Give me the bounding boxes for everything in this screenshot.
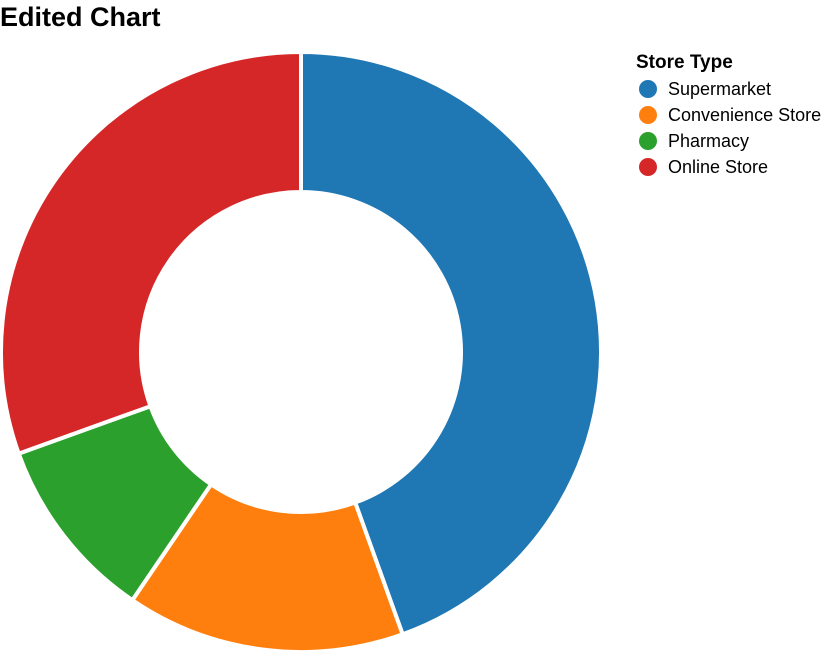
legend-item-online-store: Online Store (636, 154, 821, 180)
legend-swatch (639, 132, 657, 150)
legend-swatch (639, 158, 657, 176)
slice-supermarket (299, 50, 603, 637)
legend-item-convenience-store: Convenience Store (636, 102, 821, 128)
legend-title: Store Type (636, 52, 733, 73)
chart-title: Edited Chart (0, 2, 161, 32)
legend-items: Supermarket Convenience Store Pharmacy Onli… (636, 76, 821, 180)
legend-label: Pharmacy (668, 131, 750, 151)
legend-label: Online Store (668, 157, 769, 177)
slice-online-store (0, 50, 303, 456)
slice-convenience-store (130, 482, 405, 652)
legend: Store Type Supermarket Convenience Store P… (636, 50, 821, 180)
legend-label: Convenience Store (668, 105, 822, 125)
legend-item-supermarket: Supermarket (636, 76, 821, 102)
legend-label: Supermarket (668, 79, 772, 99)
legend-item-pharmacy: Pharmacy (636, 128, 821, 154)
legend-swatch (639, 106, 657, 124)
legend-swatch (639, 80, 657, 98)
